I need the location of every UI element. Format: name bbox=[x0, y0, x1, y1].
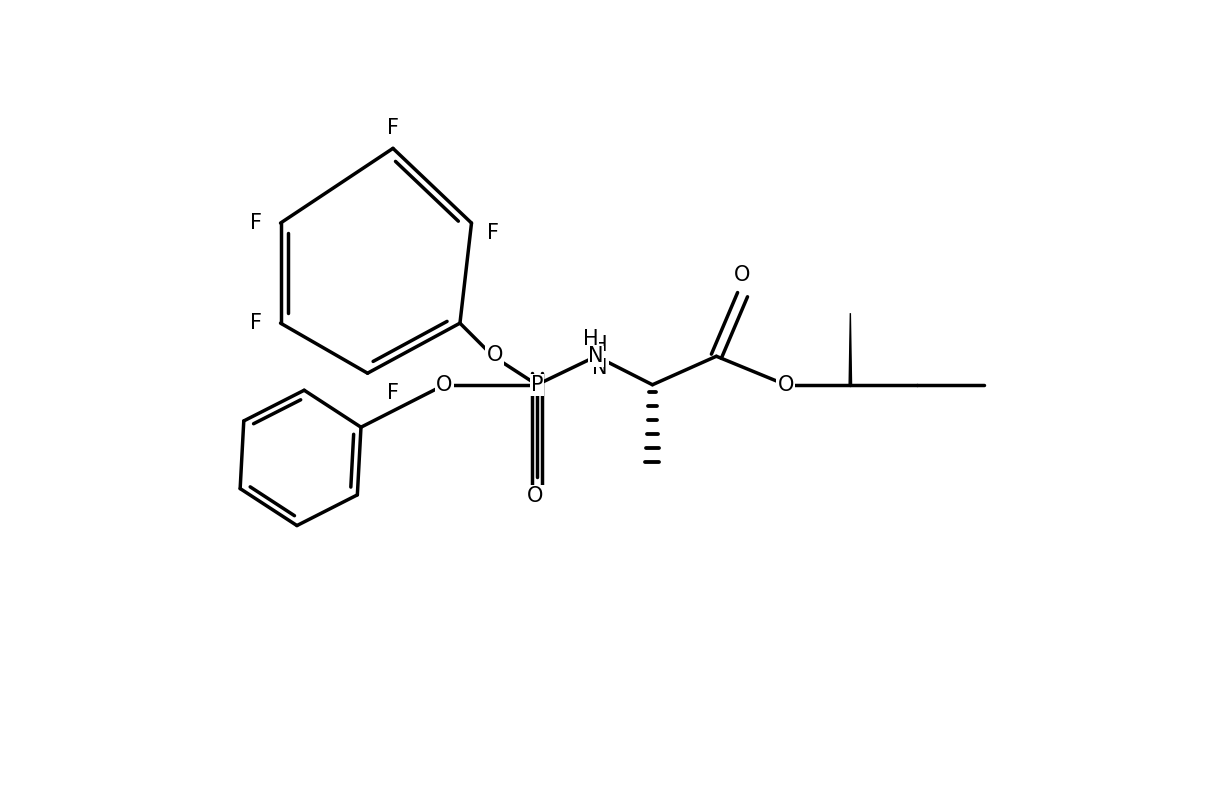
Text: O: O bbox=[436, 374, 452, 394]
Text: N: N bbox=[589, 346, 604, 366]
Text: O: O bbox=[777, 374, 794, 394]
Text: H: H bbox=[583, 330, 599, 350]
Text: P: P bbox=[530, 374, 544, 394]
Text: F: F bbox=[387, 118, 398, 138]
Text: F: F bbox=[251, 313, 262, 333]
Text: O: O bbox=[527, 486, 544, 506]
Text: F: F bbox=[488, 223, 499, 243]
Polygon shape bbox=[849, 313, 852, 385]
Text: F: F bbox=[387, 383, 398, 403]
Text: F: F bbox=[251, 213, 262, 233]
Text: H
N: H N bbox=[593, 334, 607, 378]
Text: O: O bbox=[734, 266, 750, 286]
Text: O: O bbox=[486, 345, 502, 365]
